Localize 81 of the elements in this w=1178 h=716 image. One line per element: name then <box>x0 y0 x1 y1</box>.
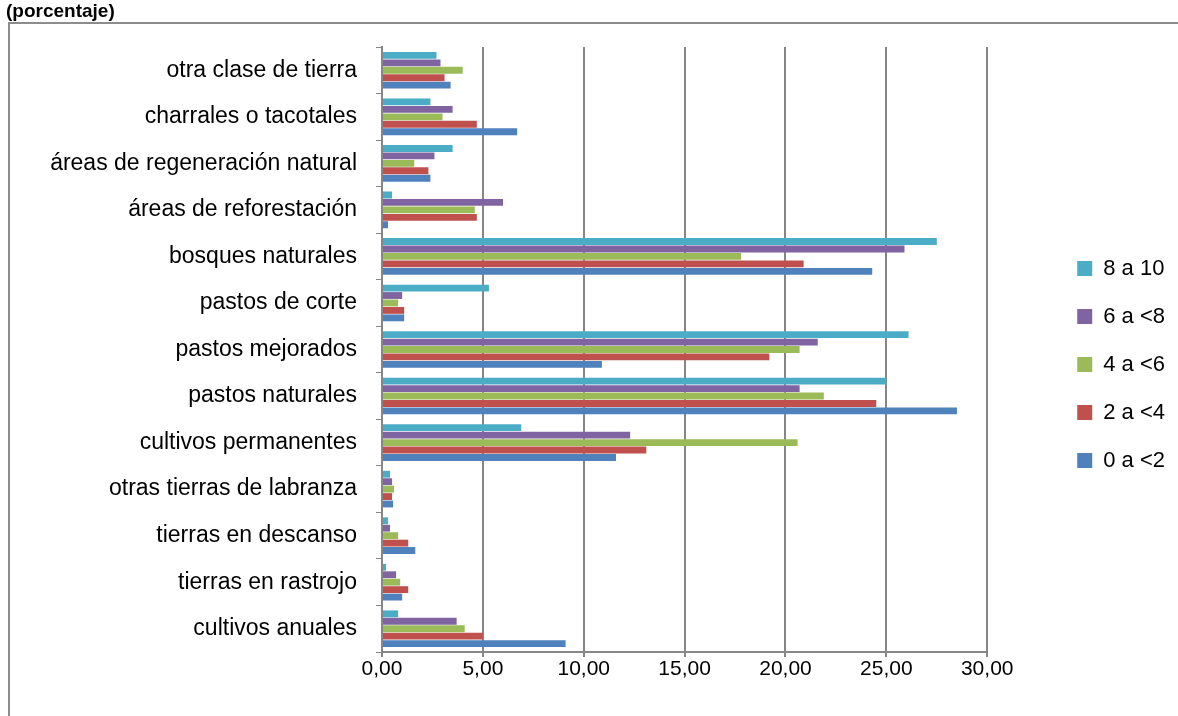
bar <box>383 385 800 393</box>
legend-label: 0 a <2 <box>1103 446 1165 472</box>
x-tick-label: 20,00 <box>759 656 812 680</box>
bar <box>383 532 399 540</box>
x-tick-label: 5,00 <box>462 656 504 680</box>
bar <box>383 578 401 586</box>
bar <box>383 152 435 160</box>
bar <box>383 66 463 74</box>
bar <box>383 260 804 268</box>
bar <box>383 306 405 314</box>
bar <box>383 159 415 167</box>
bar <box>383 213 477 221</box>
bar <box>383 221 389 229</box>
y-tick-label: cultivos anuales <box>193 614 357 641</box>
x-tick-label: 30,00 <box>960 656 1014 680</box>
y-tick-label: charrales o tacotales <box>144 102 357 129</box>
bar <box>383 81 451 89</box>
bar <box>383 478 393 486</box>
bar <box>383 331 909 339</box>
bar <box>383 346 800 353</box>
bar <box>383 485 395 493</box>
bar <box>383 98 431 106</box>
y-tick-label: áreas de regeneración natural <box>50 148 357 175</box>
bar <box>383 267 873 275</box>
bar <box>383 51 437 59</box>
bar <box>383 199 504 206</box>
bar <box>383 593 403 601</box>
bar <box>383 238 937 245</box>
bar <box>383 113 443 121</box>
bar <box>383 59 441 67</box>
bar <box>383 617 457 625</box>
text: (porcentaje) <box>6 0 115 22</box>
y-tick-label: pastos de corte <box>199 288 357 315</box>
bar <box>383 632 483 640</box>
bar <box>383 360 602 368</box>
bar <box>383 424 522 432</box>
bar <box>383 105 453 113</box>
bar <box>383 547 416 554</box>
y-tick-label: tierras en rastrojo <box>178 567 357 594</box>
bar <box>383 625 465 633</box>
bar <box>383 120 477 128</box>
bar <box>383 431 631 439</box>
legend-label: 2 a <4 <box>1103 398 1165 424</box>
legend-label: 6 a <8 <box>1103 302 1165 328</box>
x-tick-label: 10,00 <box>557 656 611 680</box>
bar <box>383 517 389 525</box>
bar <box>383 174 431 182</box>
legend-label: 4 a <6 <box>1103 350 1165 376</box>
bar <box>383 145 453 152</box>
bar <box>383 454 617 461</box>
y-tick-label: pastos naturales <box>188 381 357 408</box>
bar <box>383 377 887 385</box>
x-tick-label: 15,00 <box>658 656 711 680</box>
y-tick-label: otra clase de tierra <box>166 55 358 82</box>
bar <box>383 493 393 500</box>
bar <box>383 253 742 260</box>
bar <box>383 470 391 478</box>
x-tick-label: 0,00 <box>361 656 403 680</box>
bar <box>383 539 409 547</box>
y-tick-label: bosques naturales <box>169 241 357 268</box>
bar <box>383 74 445 82</box>
y-tick-label: pastos mejorados <box>175 334 357 361</box>
y-tick-label: tierras en descanso <box>156 521 357 547</box>
bar <box>383 524 391 532</box>
bar <box>383 439 798 446</box>
bar <box>383 571 397 579</box>
bar <box>383 563 387 571</box>
legend-label: 8 a 10 <box>1103 254 1165 280</box>
bar <box>383 586 409 594</box>
bar <box>383 128 518 136</box>
bar <box>383 640 566 648</box>
bar <box>383 400 877 407</box>
bar <box>383 167 429 175</box>
bar <box>383 610 399 618</box>
x-tick-label: 25,00 <box>860 656 913 680</box>
y-tick-label: cultivos permanentes <box>139 427 357 454</box>
y-tick-label: otras tierras de labranza <box>108 474 358 501</box>
bar <box>383 292 403 299</box>
y-tick-label: áreas de reforestación <box>128 195 357 222</box>
bar <box>383 314 405 322</box>
bar <box>383 206 475 214</box>
